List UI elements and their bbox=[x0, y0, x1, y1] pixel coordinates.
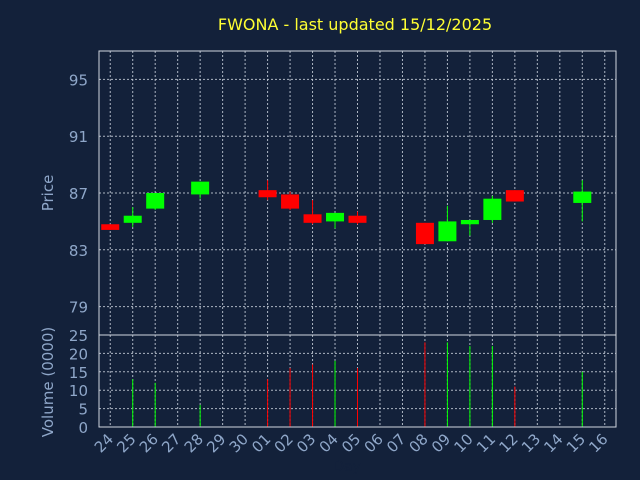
candle-body bbox=[146, 193, 165, 209]
x-axis-label: Day bbox=[333, 459, 361, 475]
candle-body bbox=[123, 215, 142, 223]
price-candles bbox=[101, 180, 592, 245]
volume-y-label: Volume (0000) bbox=[39, 327, 57, 437]
volume-tick-label: 0 bbox=[78, 419, 88, 437]
candle-body bbox=[573, 191, 592, 203]
candle-body bbox=[438, 221, 457, 242]
candle-body bbox=[281, 194, 300, 209]
candle-body bbox=[415, 222, 434, 245]
price-tick-label: 83 bbox=[69, 242, 88, 260]
volume-tick-label: 15 bbox=[69, 364, 88, 382]
price-y-ticks: 83 87 91 95 79 bbox=[69, 71, 88, 316]
price-tick-label: 87 bbox=[69, 185, 88, 203]
chart-title: FWONA - last updated 15/12/2025 bbox=[218, 15, 492, 34]
volume-tick-label: 20 bbox=[69, 345, 88, 363]
volume-tick-label: 5 bbox=[78, 401, 88, 419]
price-y-label: Price bbox=[39, 175, 57, 212]
volume-tick-label: 25 bbox=[69, 327, 88, 345]
volume-tick-label: 10 bbox=[69, 382, 88, 400]
candle-body bbox=[191, 181, 210, 195]
x-axis-ticks: 2425262728293001020304050607080910111213… bbox=[91, 430, 612, 456]
price-panel: 83 87 91 95 79 Price bbox=[39, 50, 617, 336]
candle-body bbox=[326, 212, 345, 222]
candle-body bbox=[460, 219, 479, 225]
candle-body bbox=[348, 215, 367, 223]
volume-bars bbox=[132, 342, 583, 427]
candle-body bbox=[505, 190, 524, 202]
price-tick-label: 79 bbox=[69, 299, 88, 317]
volume-frame bbox=[98, 334, 617, 428]
price-tick-label: 91 bbox=[69, 128, 88, 146]
price-grid bbox=[99, 51, 616, 335]
candle-body bbox=[258, 190, 277, 198]
candle-body bbox=[303, 214, 322, 223]
candle-body bbox=[483, 198, 502, 220]
candle-body bbox=[101, 224, 120, 230]
x-tick-label: 16 bbox=[585, 430, 611, 456]
price-tick-label: 95 bbox=[69, 71, 88, 89]
